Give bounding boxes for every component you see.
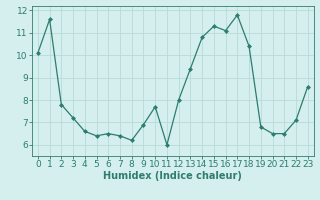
X-axis label: Humidex (Indice chaleur): Humidex (Indice chaleur): [103, 171, 242, 181]
